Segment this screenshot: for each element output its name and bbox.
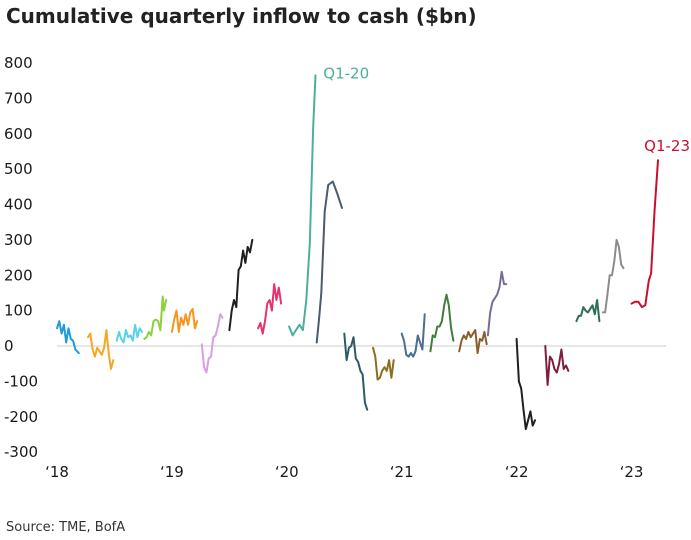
- series-line-q1-23: [630, 159, 659, 309]
- y-tick-label: 700: [4, 89, 33, 107]
- x-tick-label: ‘21: [390, 463, 414, 481]
- series-line-q4-22: [601, 238, 625, 314]
- series-line-q3-18: [115, 323, 143, 344]
- annotation-label: Q1-23: [644, 137, 690, 155]
- series-line-q4-21: [486, 270, 508, 337]
- series-line-q2-20: [315, 180, 343, 344]
- y-tick-label: 800: [4, 54, 33, 72]
- series-line-q3-19: [228, 238, 254, 332]
- series-line-q1-22: [515, 337, 536, 431]
- y-tick-label: 200: [4, 266, 33, 284]
- plot-area: [56, 74, 666, 431]
- series-line-q4-18: [143, 295, 168, 340]
- y-tick-label: 600: [4, 125, 33, 143]
- series-line-q2-19: [200, 313, 224, 374]
- annotation-label: Q1-20: [323, 65, 369, 83]
- series-line-q3-22: [575, 299, 601, 323]
- y-tick-label: 400: [4, 196, 33, 214]
- y-tick-label: -300: [4, 443, 38, 461]
- series-line-q3-21: [458, 329, 488, 355]
- annotations: Q1-20 Q1-23: [323, 65, 690, 156]
- series-line-q4-20: [372, 346, 395, 381]
- y-tick-label: 0: [4, 337, 14, 355]
- x-tick-label: ‘22: [505, 463, 529, 481]
- x-axis: ‘18 ‘19 ‘20 ‘21 ‘22 ‘23: [45, 463, 643, 481]
- source-note: Source: TME, BofA: [6, 520, 126, 535]
- chart-title: Cumulative quarterly inflow to cash ($bn…: [6, 4, 477, 28]
- y-tick-label: -200: [4, 408, 38, 426]
- y-tick-label: 100: [4, 302, 33, 320]
- series-line-q1-20: [288, 74, 317, 337]
- series-line-q1-21: [400, 313, 426, 358]
- x-tick-label: ‘19: [160, 463, 184, 481]
- x-tick-label: ‘18: [45, 463, 69, 481]
- x-tick-label: ‘23: [620, 463, 644, 481]
- y-tick-label: 500: [4, 160, 33, 178]
- series-line-q4-19: [257, 283, 283, 335]
- series-line-q1-19: [170, 307, 199, 333]
- series-line-q3-20: [343, 332, 369, 411]
- series-line-q2-18: [87, 329, 115, 370]
- series-line-q2-21: [429, 293, 455, 353]
- y-tick-label: 300: [4, 231, 33, 249]
- y-axis: 800 700 600 500 400 300 200 100 0 -100 -200 -300: [4, 54, 38, 461]
- series-line-q1-18: [56, 320, 80, 355]
- series-line-q2-22: [544, 345, 570, 386]
- y-tick-label: -100: [4, 372, 38, 390]
- x-tick-label: ‘20: [275, 463, 299, 481]
